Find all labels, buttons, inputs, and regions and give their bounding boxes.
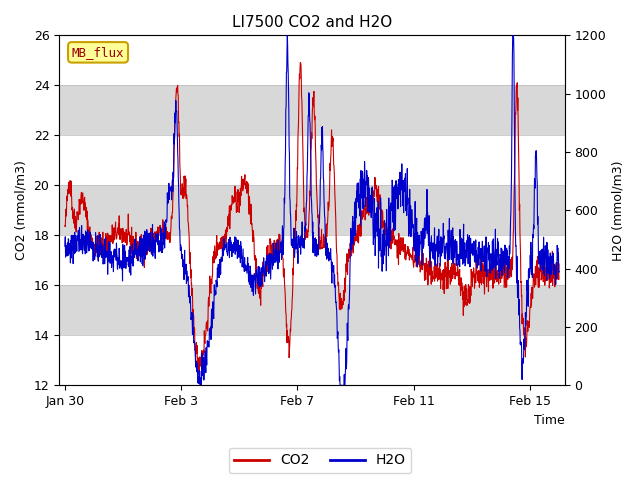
Text: MB_flux: MB_flux <box>72 46 124 59</box>
Bar <box>59 336 565 385</box>
Title: LI7500 CO2 and H2O: LI7500 CO2 and H2O <box>232 15 392 30</box>
Y-axis label: H2O (mmol/m3): H2O (mmol/m3) <box>612 160 625 261</box>
CO2 <box>327 152 335 157</box>
H2O <box>196 383 204 388</box>
CO2 <box>555 261 563 267</box>
CO2 <box>296 60 304 65</box>
Bar <box>59 135 565 185</box>
Bar <box>59 36 565 85</box>
Legend: CO2, H2O: CO2, H2O <box>228 448 412 473</box>
CO2 <box>61 223 69 228</box>
Line: CO2: CO2 <box>65 62 559 374</box>
Bar <box>59 285 565 336</box>
Bar <box>59 85 565 135</box>
Bar <box>59 235 565 285</box>
CO2 <box>75 211 83 216</box>
Bar <box>59 185 565 235</box>
CO2 <box>142 246 150 252</box>
H2O <box>447 236 455 242</box>
CO2 <box>195 371 203 377</box>
CO2 <box>171 136 179 142</box>
CO2 <box>185 224 193 229</box>
Y-axis label: CO2 (mmol/m3): CO2 (mmol/m3) <box>15 160 28 260</box>
H2O <box>61 243 69 249</box>
H2O <box>555 269 563 275</box>
Line: H2O: H2O <box>65 36 559 385</box>
H2O <box>327 256 335 262</box>
H2O <box>142 243 150 249</box>
H2O <box>284 33 291 38</box>
H2O <box>75 240 83 246</box>
H2O <box>171 131 179 136</box>
CO2 <box>447 273 455 279</box>
H2O <box>185 294 193 300</box>
X-axis label: Time: Time <box>534 414 565 427</box>
